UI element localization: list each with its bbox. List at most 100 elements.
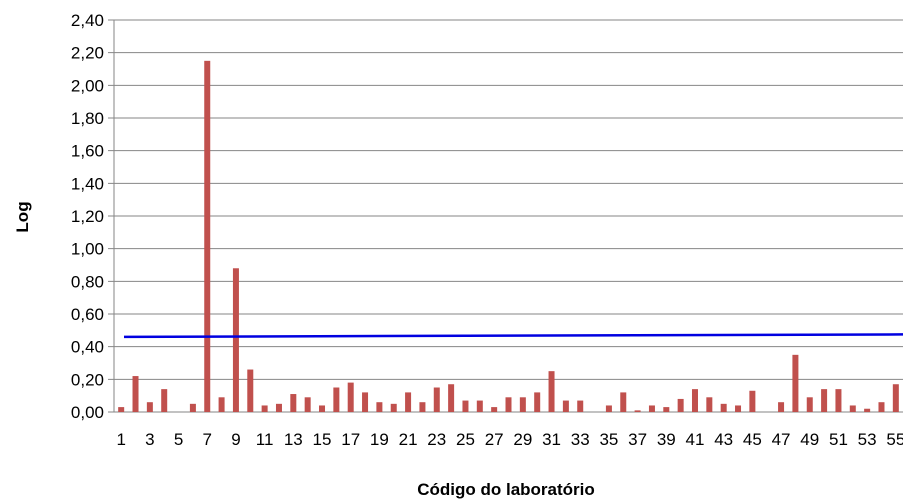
bar: 39: 0.03 <box>663 407 670 412</box>
bar: 2: 0.22 <box>132 376 139 412</box>
bar: 30: 0.12 <box>534 392 541 412</box>
bar: 41: 0.14 <box>691 389 698 412</box>
bar: 23: 0.15 <box>433 387 440 412</box>
x-tick-label: 43 <box>714 430 733 449</box>
bar: 48: 0.35 <box>792 354 799 412</box>
y-tick-label: 0,60 <box>71 305 104 324</box>
bar: 31: 0.25 <box>548 371 555 412</box>
bar: 21: 0.12 <box>405 392 412 412</box>
x-tick-label: 13 <box>284 430 303 449</box>
x-tick-label: 31 <box>542 430 561 449</box>
x-tick-label: 51 <box>829 430 848 449</box>
y-tick-label: 1,20 <box>71 207 104 226</box>
bar: 16: 0.15 <box>333 387 340 412</box>
bar: 51: 0.14 <box>835 389 842 412</box>
bar: 14: 0.09 <box>304 397 311 412</box>
bar: 4: 0.14 <box>161 389 168 412</box>
bar: 32: 0.07 <box>562 400 569 412</box>
bar: 38: 0.04 <box>648 405 655 412</box>
y-tick-label: 0,00 <box>71 403 104 422</box>
x-tick-label: 21 <box>399 430 418 449</box>
bar: 26: 0.07 <box>476 400 483 412</box>
bar: 50: 0.14 <box>821 389 828 412</box>
x-tick-label: 15 <box>313 430 332 449</box>
y-tick-label: 1,80 <box>71 109 104 128</box>
x-tick-label: 25 <box>456 430 475 449</box>
bar: 29: 0.09 <box>519 397 526 412</box>
bar: 44: 0.04 <box>735 405 742 412</box>
bar: 27: 0.03 <box>491 407 498 412</box>
bar: 35: 0.04 <box>605 405 612 412</box>
x-tick-label: 19 <box>370 430 389 449</box>
bar: 8: 0.09 <box>218 397 225 412</box>
bar: 9: 0.88 <box>232 268 239 412</box>
y-tick-label: 2,20 <box>71 44 104 63</box>
bar: 25: 0.07 <box>462 400 469 412</box>
x-tick-label: 29 <box>513 430 532 449</box>
x-tick-label: 11 <box>256 430 274 449</box>
x-tick-label: 9 <box>231 430 240 449</box>
x-axis-title: Código do laboratório <box>417 480 595 499</box>
x-tick-label: 37 <box>628 430 647 449</box>
bar: 36: 0.12 <box>620 392 627 412</box>
bar: 49: 0.09 <box>806 397 813 412</box>
x-tick-label: 35 <box>599 430 618 449</box>
bar: 17: 0.18 <box>347 382 354 412</box>
bar: 45: 0.13 <box>749 390 756 412</box>
x-tick-label: 23 <box>427 430 446 449</box>
bar: 55: 0.17 <box>892 384 899 412</box>
y-tick-label: 2,40 <box>71 11 104 30</box>
x-tick-label: 17 <box>341 430 360 449</box>
bar: 47: 0.06 <box>778 402 785 412</box>
bar: 37: 0.01 <box>634 410 641 412</box>
bar: 19: 0.06 <box>376 402 383 412</box>
y-tick-label: 1,60 <box>71 142 104 161</box>
y-tick-labels: 0,00 0,20 0,40 0,60 0,80 1,00 1,20 1,40 1,60 1,80… <box>71 11 104 422</box>
x-tick-label: 55 <box>886 430 903 449</box>
x-tick-label: 27 <box>485 430 504 449</box>
y-tick-label: 0,80 <box>71 272 104 291</box>
bar: 12: 0.05 <box>275 403 282 412</box>
grid-lines <box>108 19 903 413</box>
y-tick-label: 1,00 <box>71 240 104 259</box>
bar: 24: 0.17 <box>448 384 455 412</box>
bar: 53: 0.02 <box>864 408 871 412</box>
bar: 42: 0.09 <box>706 397 713 412</box>
bar: 7: 2.15 <box>204 60 211 412</box>
x-tick-label: 53 <box>858 430 877 449</box>
bar: 15: 0.04 <box>319 405 326 412</box>
x-tick-label: 49 <box>800 430 819 449</box>
bar: 20: 0.05 <box>390 403 397 412</box>
bar: 33: 0.07 <box>577 400 584 412</box>
x-tick-label: 1 <box>116 430 125 449</box>
reference-line <box>123 333 903 339</box>
y-tick-label: 0,40 <box>71 338 104 357</box>
x-tick-label: 39 <box>657 430 676 449</box>
reference-line-layer <box>123 333 903 339</box>
bar: 11: 0.04 <box>261 405 268 412</box>
bar: 1: 0.03 <box>118 407 125 412</box>
bar: 18: 0.12 <box>362 392 369 412</box>
x-tick-label: 3 <box>145 430 154 449</box>
x-tick-label: 33 <box>571 430 590 449</box>
x-tick-label: 41 <box>686 430 705 449</box>
x-tick-label: 47 <box>772 430 791 449</box>
bar: 54: 0.06 <box>878 402 885 412</box>
bar: 6: 0.05 <box>189 403 196 412</box>
bar: 10: 0.26 <box>247 369 254 412</box>
bar: 43: 0.05 <box>720 403 727 412</box>
y-tick-label: 1,40 <box>71 174 104 193</box>
bar: 13: 0.11 <box>290 394 297 412</box>
x-tick-labels: 1 3 5 7 9 11 13 15 17 19 21 23 25 27 29 31 33 35 37 39 41 43 4… <box>116 430 903 449</box>
y-tick-label: 2,00 <box>71 76 104 95</box>
x-tick-label: 7 <box>203 430 212 449</box>
y-axis-title: Log <box>13 201 32 232</box>
bar: 52: 0.04 <box>849 405 856 412</box>
bars: 1: 0.032: 0.223: 0.064: 0.145: 06: 0.057… <box>118 60 899 412</box>
bar: 3: 0.06 <box>146 402 153 412</box>
bar: 40: 0.08 <box>677 398 684 412</box>
x-tick-label: 45 <box>743 430 762 449</box>
y-tick-label: 0,20 <box>71 370 104 389</box>
bar: 22: 0.06 <box>419 402 426 412</box>
